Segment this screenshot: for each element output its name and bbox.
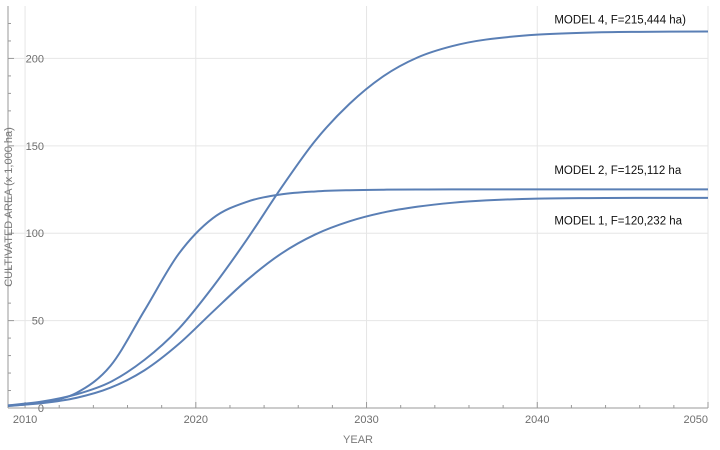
x-tick-label: 2020 <box>184 414 208 426</box>
y-axis-title: CULTIVATED AREA (x 1,000 ha) <box>3 127 15 287</box>
y-tick-label: 150 <box>26 141 44 153</box>
grid <box>8 6 709 408</box>
series-annotation-2: MODEL 2, F=125,112 ha <box>554 165 681 177</box>
x-tick-label: 2030 <box>354 414 378 426</box>
x-tick-label: 2050 <box>684 414 708 426</box>
tick-labels: 2010 2020 2030 2040 2050 0 50 100 150 200 <box>13 53 708 426</box>
series-line-3 <box>7 30 709 407</box>
series-line-1 <box>7 196 709 407</box>
series-annotation-1: MODEL 4, F=215,444 ha) <box>554 14 686 26</box>
y-tick-label: 200 <box>26 53 44 65</box>
y-tick-label: 100 <box>26 228 44 240</box>
x-axis-title: YEAR <box>343 434 373 446</box>
annotations: MODEL 4, F=215,444 ha) MODEL 2, F=125,112… <box>554 14 686 227</box>
series-line-2 <box>7 188 708 408</box>
x-tick-label: 2040 <box>525 414 549 426</box>
y-tick-label: 50 <box>32 316 44 328</box>
y-tick-label: 0 <box>38 403 44 415</box>
series-annotation-3: MODEL 1, F=120,232 ha <box>554 215 682 227</box>
series-lines <box>7 30 709 408</box>
x-tick-label: 2010 <box>13 414 37 426</box>
axes <box>7 6 709 409</box>
